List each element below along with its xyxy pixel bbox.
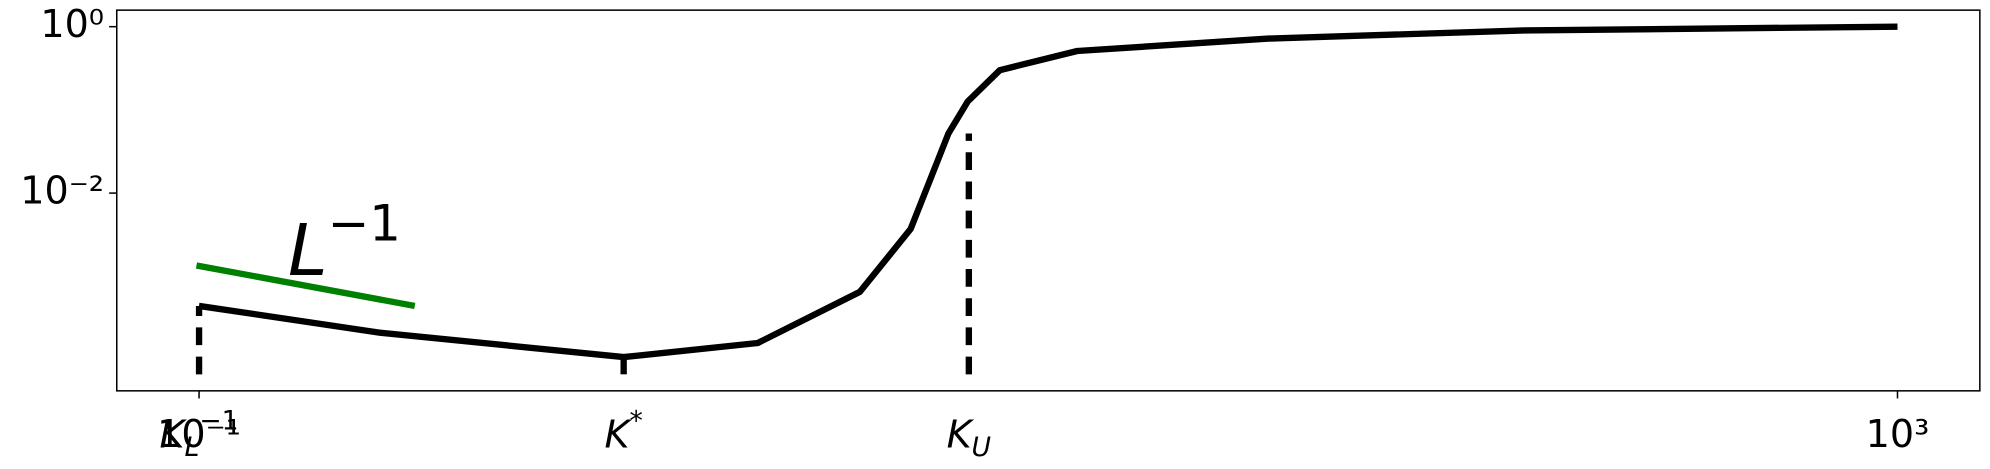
x-marker-label-main: K [160,412,188,456]
plot-frame [115,9,1981,392]
x-marker-label-sup: −1 [199,405,238,436]
x-tick-label: 10³ [1866,412,1930,456]
annotation-main: L [288,209,328,292]
line-series [195,262,416,310]
y-tick-label: 10⁰ [40,2,104,46]
x-marker-label-main: K [947,412,975,456]
x-marker-label: KL−1 [160,405,239,463]
x-tick-label: 10⁻¹ [157,412,241,456]
x-marker-label: K* [605,405,643,456]
line-series [198,23,1898,361]
x-marker-label-sub: U [972,431,992,462]
y-tick-label: 10⁻² [20,169,104,213]
annotation-sup: −1 [328,194,401,252]
annotation: L−1 [288,194,401,291]
x-marker-label-sub: L [184,431,199,462]
x-marker-label-main: K [605,412,633,456]
x-marker-label-sup: * [629,405,642,436]
x-marker-label: KU [947,412,991,462]
